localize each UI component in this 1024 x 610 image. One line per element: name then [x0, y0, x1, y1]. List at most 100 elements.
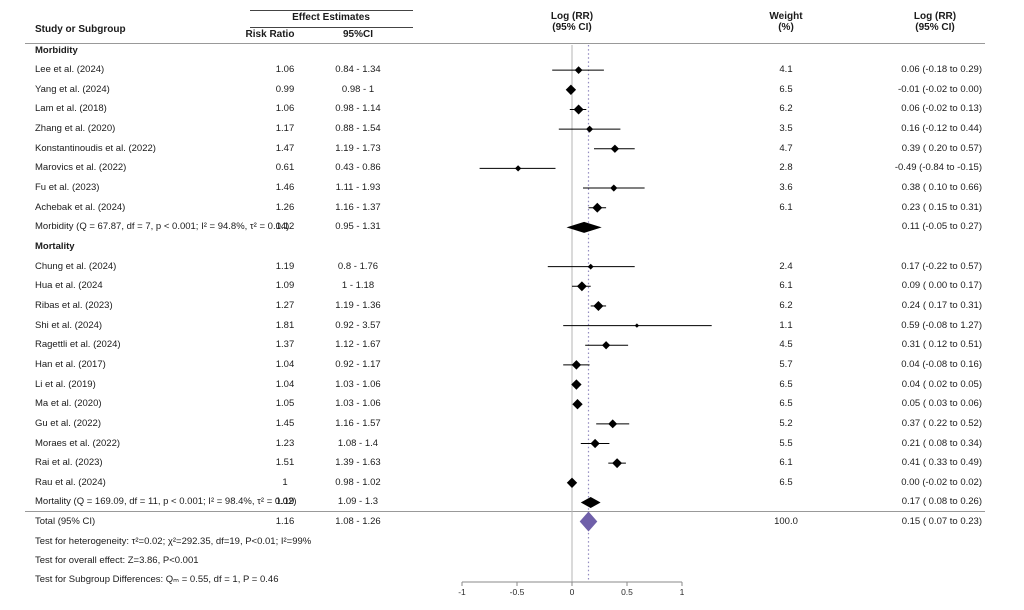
subgroup-header: Mortality: [35, 241, 75, 252]
subgroup-difference-test-text: Test for Subgroup Differences: Qₘ = 0.55…: [35, 574, 279, 585]
logrr-ci-value: 0.17 (-0.22 to 0.57): [901, 260, 982, 272]
risk-ratio-value: 1.04: [275, 378, 295, 390]
ci-value: 0.8 - 1.76: [337, 260, 379, 272]
logrr-ci-value: 0.39 ( 0.20 to 0.57): [901, 142, 982, 154]
weight-value: 2.8: [779, 162, 793, 174]
study-point-diamond: [634, 323, 640, 328]
ci-value: 1.19 - 1.36: [335, 299, 381, 311]
ci-value: 1.03 - 1.06: [335, 398, 381, 410]
risk-ratio-value: 1.19: [275, 260, 295, 272]
study-label: Hua et al. (2024: [35, 280, 103, 292]
risk-ratio-value: 1.16: [275, 515, 295, 527]
weight-value: 100.0: [774, 515, 798, 527]
weight-value: 5.2: [779, 417, 793, 429]
risk-ratio-value: 1.09: [275, 280, 295, 292]
weight-value: 5.7: [779, 358, 793, 370]
ci-value: 1.09 - 1.3: [337, 496, 379, 508]
study-label: Ragettli et al. (2024): [35, 339, 121, 351]
weight-value: 5.5: [779, 437, 793, 449]
logrr-ci-value: 0.17 ( 0.08 to 0.26): [901, 496, 982, 508]
column-header-study: Study or Subgroup: [35, 24, 126, 35]
weight-value: 6.5: [779, 476, 793, 488]
logrr-ci-value: 0.09 ( 0.00 to 0.17): [901, 280, 982, 292]
logrr-ci-value: 0.16 (-0.12 to 0.44): [901, 123, 982, 135]
study-point-diamond: [571, 360, 582, 370]
study-point-diamond: [572, 399, 583, 410]
logrr-ci-value: 0.31 ( 0.12 to 0.51): [901, 339, 982, 351]
study-label: Lam et al. (2018): [35, 103, 107, 115]
weight-value: 6.2: [779, 299, 793, 311]
logrr-ci-value: -0.49 (-0.84 to -0.15): [894, 162, 982, 174]
risk-ratio-value: 1.06: [275, 64, 295, 76]
study-label: Han et al. (2017): [35, 358, 106, 370]
subtotal-diamond: [580, 496, 601, 508]
logrr-ci-value: 0.06 (-0.18 to 0.29): [901, 64, 982, 76]
weight-value: 4.1: [779, 64, 793, 76]
column-header-risk-ratio: Risk Ratio: [245, 29, 295, 40]
x-axis-tick-label: 0: [570, 587, 575, 597]
ci-value: 0.95 - 1.31: [335, 221, 381, 233]
study-point-diamond: [610, 144, 620, 153]
study-point-diamond: [573, 104, 584, 115]
total-diamond: [579, 511, 598, 532]
study-point-diamond: [565, 84, 577, 95]
logrr-ci-value: 0.00 (-0.02 to 0.02): [901, 476, 982, 488]
ci-value: 0.43 - 0.86: [335, 162, 381, 174]
risk-ratio-value: 1.05: [275, 398, 295, 410]
ci-value: 0.84 - 1.34: [335, 64, 381, 76]
heterogeneity-test-text: Test for heterogeneity: τ²=0.02; χ²=292.…: [35, 536, 312, 547]
risk-ratio-value: 1.45: [275, 417, 295, 429]
x-axis-tick-label: -1: [458, 587, 466, 597]
weight-value: 3.6: [779, 182, 793, 193]
study-label: Shi et al. (2024): [35, 319, 103, 331]
risk-ratio-value: 1.37: [275, 339, 295, 351]
study-label: Total (95% CI): [35, 515, 96, 527]
overall-effect-test-text: Test for overall effect: Z=3.86, P<0.001: [35, 555, 199, 566]
study-point-diamond: [593, 300, 604, 311]
study-point-diamond: [590, 438, 600, 449]
column-header-effect-estimates: Effect Estimates: [292, 12, 370, 23]
risk-ratio-value: 1: [282, 476, 288, 488]
study-point-diamond: [586, 125, 594, 133]
logrr-ci-value: -0.01 (-0.02 to 0.00): [898, 83, 982, 95]
header-rule: [25, 43, 985, 44]
column-header-weight-line1: Weight: [769, 11, 803, 22]
risk-ratio-value: 1.26: [275, 201, 295, 213]
logrr-ci-value: 0.11 (-0.05 to 0.27): [901, 221, 982, 233]
weight-value: 1.1: [779, 319, 793, 331]
weight-value: 2.4: [779, 260, 793, 272]
study-label: Yang et al. (2024): [35, 83, 110, 95]
study-label: Lee et al. (2024): [35, 64, 105, 76]
study-point-diamond: [608, 419, 618, 429]
study-point-diamond: [571, 379, 582, 390]
weight-value: 4.5: [779, 339, 793, 351]
study-point-diamond: [514, 165, 522, 172]
study-point-diamond: [602, 341, 611, 350]
weight-value: 3.5: [779, 123, 793, 135]
study-label: Rai et al. (2023): [35, 457, 103, 469]
column-header-95ci: 95%CI: [342, 29, 374, 40]
study-label: Rau et al. (2024): [35, 476, 106, 488]
ci-value: 1.16 - 1.37: [335, 201, 381, 213]
risk-ratio-value: 0.99: [275, 83, 295, 95]
study-point-diamond: [592, 202, 603, 213]
weight-value: 6.1: [779, 457, 793, 469]
risk-ratio-value: 1.46: [275, 182, 295, 193]
column-header-logrr-line1: Log (RR): [913, 11, 957, 22]
ci-value: 1 - 1.18: [341, 280, 375, 292]
weight-value: 6.1: [779, 280, 793, 292]
study-label: Gu et al. (2022): [35, 417, 102, 429]
logrr-ci-value: 0.38 ( 0.10 to 0.66): [901, 182, 982, 193]
logrr-ci-value: 0.05 ( 0.03 to 0.06): [901, 398, 982, 410]
ci-value: 0.98 - 1.14: [335, 103, 381, 115]
risk-ratio-value: 1.27: [275, 299, 295, 311]
ci-value: 0.98 - 1: [341, 83, 375, 95]
study-label: Ma et al. (2020): [35, 398, 102, 410]
logrr-ci-value: 0.37 ( 0.22 to 0.52): [901, 417, 982, 429]
ci-value: 1.16 - 1.57: [335, 417, 381, 429]
study-label: Zhang et al. (2020): [35, 123, 116, 135]
x-axis-tick-label: -0.5: [510, 587, 525, 597]
subtotal-diamond: [566, 221, 602, 233]
